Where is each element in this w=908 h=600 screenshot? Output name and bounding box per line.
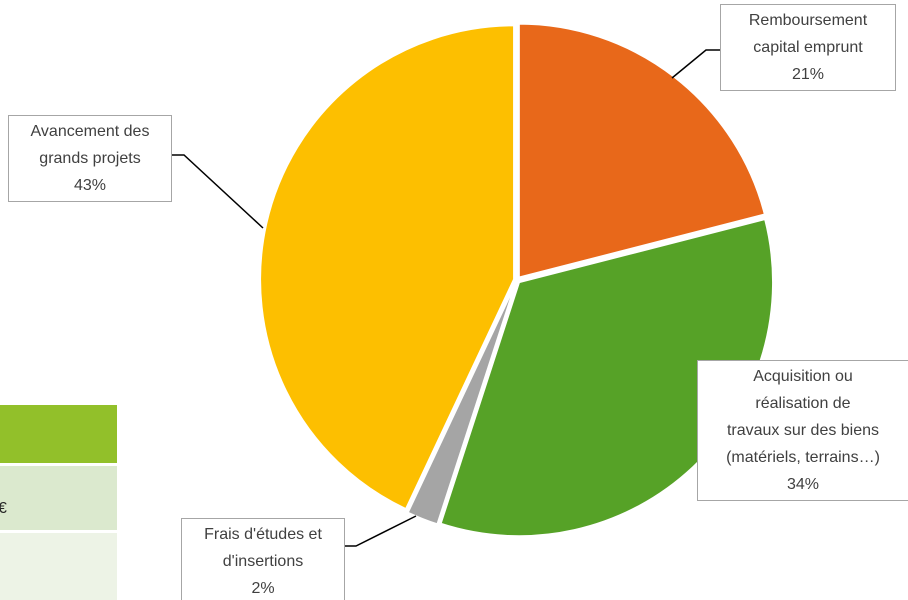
value-label: 34% <box>786 476 820 493</box>
data-label: Remboursement capital emprunt 21% <box>720 4 896 91</box>
value-label: 43% <box>73 177 107 194</box>
category-label: Remboursement capital emprunt <box>748 12 868 56</box>
pie-slice <box>439 217 775 538</box>
leader-line <box>345 515 417 547</box>
category-label: Frais d'études et d'insertions <box>204 526 322 570</box>
data-label: Acquisition ou réalisation de travaux su… <box>697 360 908 501</box>
data-label: Avancement des grands projets 43% <box>8 115 172 202</box>
category-label: Acquisition ou réalisation de travaux su… <box>726 368 880 466</box>
table-cell <box>0 530 117 600</box>
value-label: 2% <box>251 580 275 597</box>
leader-line <box>172 154 264 229</box>
leader-line <box>671 49 720 79</box>
value-label: 21% <box>791 66 825 83</box>
pie-slice <box>259 24 516 511</box>
table-cell: € <box>0 463 117 532</box>
pie-slice <box>517 22 767 279</box>
category-label: Avancement des grands projets <box>30 123 150 167</box>
pie-slice <box>406 282 517 526</box>
data-label: Frais d'études et d'insertions 2% <box>181 518 345 600</box>
cell-text: € <box>0 500 7 517</box>
